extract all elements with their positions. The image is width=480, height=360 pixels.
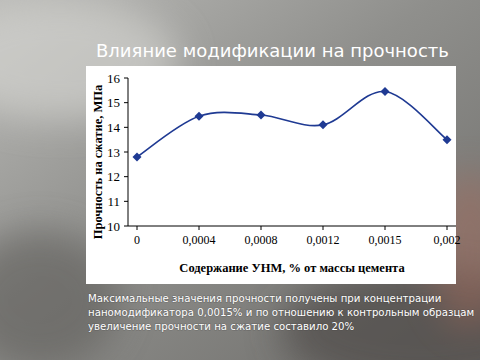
y-tick xyxy=(124,201,128,202)
x-tick xyxy=(199,226,200,230)
x-axis xyxy=(128,226,456,227)
x-tick xyxy=(137,226,138,230)
y-tick xyxy=(124,78,128,79)
y-tick-label: 11 xyxy=(107,194,120,209)
caption: Максимальные значения прочности получены… xyxy=(88,293,474,332)
y-tick-label: 12 xyxy=(107,169,120,184)
x-tick xyxy=(323,226,324,230)
slide: Влияние модификации на прочность 10 11 12 13… xyxy=(0,0,480,360)
y-tick-label: 15 xyxy=(107,95,120,110)
axes: 10 11 12 13 14 15 16 0 0,0004 0,0008 0,0012 0,0015 0… xyxy=(107,71,461,248)
x-tick-label: 0,0008 xyxy=(245,233,278,247)
y-tick-label: 16 xyxy=(107,71,121,86)
marker xyxy=(257,111,266,120)
x-tick-label: 0,0004 xyxy=(183,233,216,247)
marker xyxy=(381,87,390,96)
y-tick-label: 10 xyxy=(107,219,120,234)
x-axis-label: Содержание УНМ, % от массы цемента xyxy=(179,261,405,275)
y-tick-label: 14 xyxy=(107,120,121,135)
x-tick xyxy=(261,226,262,230)
chart-area xyxy=(86,66,456,284)
x-tick-label: 0,0015 xyxy=(369,233,402,247)
y-tick xyxy=(124,127,128,128)
y-tick xyxy=(124,226,128,227)
x-tick-label: 0,0012 xyxy=(307,233,340,247)
marker xyxy=(443,135,452,144)
series xyxy=(133,87,452,161)
marker xyxy=(195,112,204,121)
annotation: Максимальные значения прочности получены… xyxy=(88,293,441,304)
y-axis-label: Прочность на сжатие, МПа xyxy=(91,84,105,239)
y-tick xyxy=(124,176,128,177)
y-tick-label: 13 xyxy=(107,145,120,160)
x-tick xyxy=(447,226,448,230)
marker xyxy=(319,120,328,129)
marker xyxy=(133,152,142,161)
series-line xyxy=(137,91,447,157)
x-tick xyxy=(385,226,386,230)
annotation: увеличение прочности на сжатие составило… xyxy=(88,321,355,332)
annotation: наномодификатора 0,0015% и по отношению … xyxy=(88,307,474,318)
title: Влияние модификации на прочность xyxy=(96,40,449,61)
y-tick xyxy=(124,102,128,103)
x-tick-label: 0,002 xyxy=(434,233,461,247)
x-tick-label: 0 xyxy=(134,233,140,247)
y-tick xyxy=(124,152,128,153)
